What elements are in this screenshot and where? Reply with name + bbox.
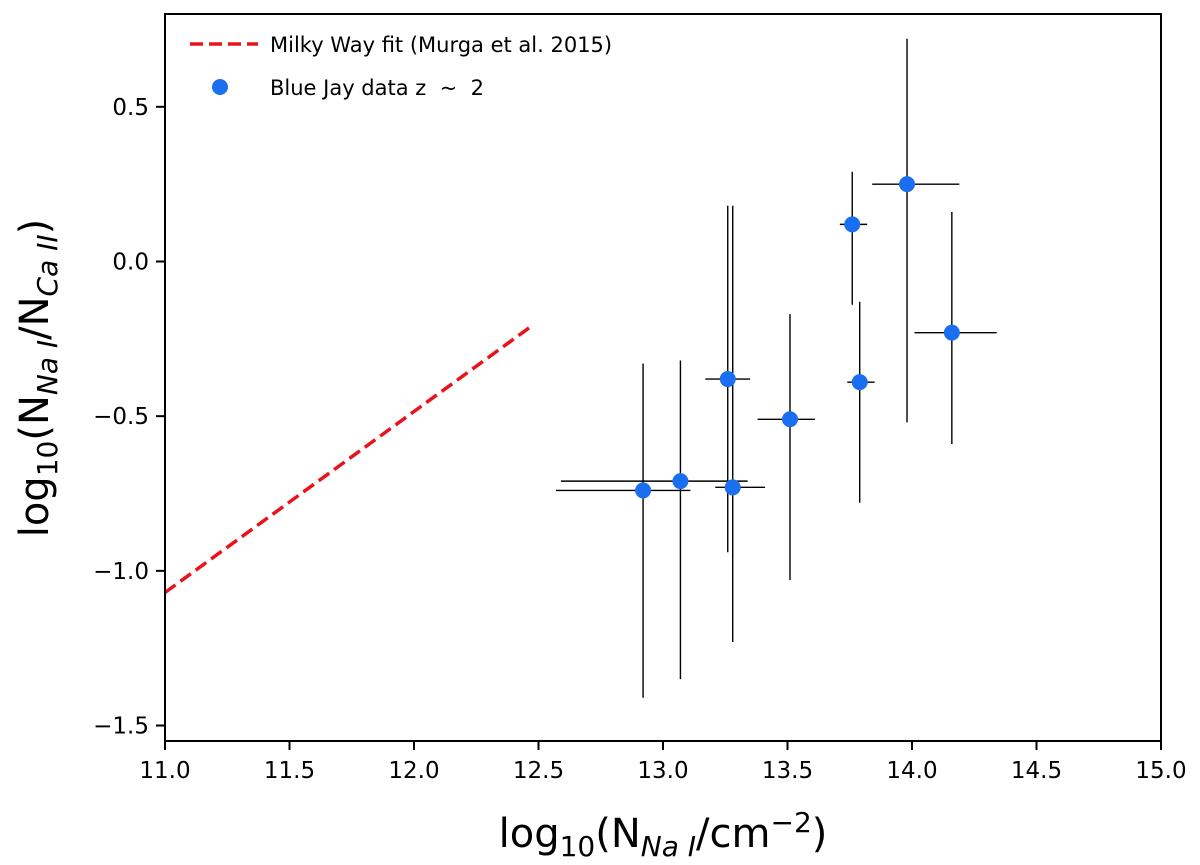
data-point-5 [844, 216, 861, 233]
data-point-8 [943, 324, 960, 341]
y-tick-label-1: 0.0 [112, 249, 149, 275]
data-point-0 [635, 482, 652, 499]
x-tick-label-2: 12.0 [388, 758, 439, 784]
y-axis-label: log10(NNa I/NCa II) [12, 219, 64, 538]
y-tick-label-2: −0.5 [93, 404, 149, 430]
legend-label-milky-way: Milky Way fit (Murga et al. 2015) [270, 33, 612, 57]
y-tick-label-3: −1.0 [93, 559, 149, 585]
data-point-1 [672, 473, 689, 490]
legend-marker-swatch [212, 79, 228, 95]
data-point-6 [851, 374, 868, 391]
x-tick-label-4: 13.0 [637, 758, 688, 784]
x-tick-label-8: 15.0 [1135, 758, 1186, 784]
legend: Milky Way fit (Murga et al. 2015) Blue J… [190, 33, 612, 100]
data-point-3 [724, 479, 741, 496]
legend-label-blue-jay: Blue Jay data z ~ 2 [270, 76, 484, 100]
x-tick-label-6: 14.0 [886, 758, 937, 784]
y-tick-label-4: −1.5 [93, 714, 149, 740]
plot-data [163, 38, 997, 698]
x-tick-label-7: 14.5 [1011, 758, 1062, 784]
y-tick-label-0: 0.5 [112, 95, 149, 121]
data-point-7 [899, 176, 916, 193]
plot-frame [164, 13, 1162, 742]
data-point-4 [781, 411, 798, 428]
x-tick-label-1: 11.5 [264, 758, 315, 784]
x-tick-label-3: 12.5 [513, 758, 564, 784]
axis-ticks: 11.0 11.5 12.0 12.5 13.0 13.5 14.0 14.5 15.0 0.5 0… [93, 95, 1186, 784]
x-tick-label-0: 11.0 [139, 758, 190, 784]
data-point-2 [719, 371, 736, 388]
x-tick-label-5: 13.5 [762, 758, 813, 784]
x-axis-label: log10(NNa I/cm−2) [499, 806, 828, 863]
milky-way-fit-line [163, 325, 533, 594]
